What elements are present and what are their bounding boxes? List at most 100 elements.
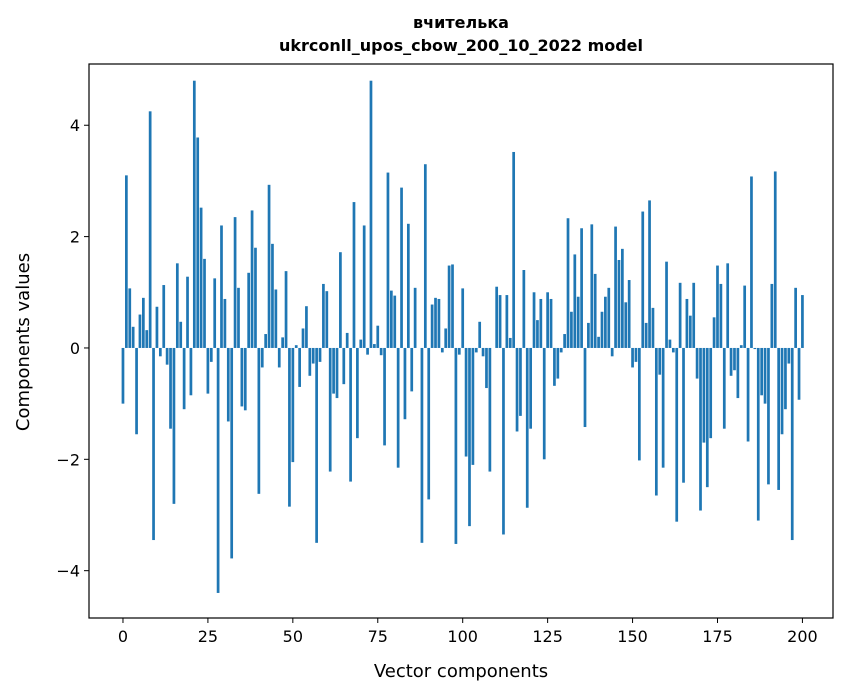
bar [695, 347, 699, 379]
bar [529, 347, 533, 429]
bar [756, 347, 760, 521]
bar [315, 347, 318, 543]
bar [152, 347, 155, 541]
bar [576, 296, 580, 348]
bar [634, 347, 638, 362]
bar [430, 304, 434, 348]
bar [780, 347, 784, 435]
bar [675, 347, 679, 522]
bar [447, 265, 451, 348]
bar [247, 272, 251, 348]
bar [461, 288, 465, 348]
bar [359, 339, 363, 348]
bar [342, 347, 346, 385]
bar [291, 347, 295, 463]
bar [593, 273, 597, 348]
bar [773, 171, 777, 348]
bar [794, 287, 797, 348]
bar [600, 311, 604, 348]
bar [563, 334, 566, 348]
bar [192, 80, 196, 348]
bar [356, 347, 359, 439]
bar [539, 298, 543, 348]
bar [362, 225, 366, 348]
bar [682, 347, 685, 483]
bar [271, 243, 274, 348]
bar [233, 217, 237, 348]
bar [637, 347, 641, 461]
bar [172, 347, 176, 504]
x-axis-label: Vector components [374, 661, 548, 682]
bar [396, 347, 400, 468]
bar [767, 347, 770, 485]
bar [770, 283, 774, 348]
bar [726, 263, 730, 348]
bar [587, 322, 590, 348]
bar [155, 306, 159, 348]
y-axis: −4 −2 0 2 4 [56, 116, 89, 581]
x-tick-label: 50 [283, 627, 303, 646]
bar [607, 287, 611, 348]
bar [702, 347, 706, 443]
bar [614, 226, 617, 348]
bar [556, 347, 560, 379]
bar [206, 347, 210, 394]
bar [692, 282, 696, 348]
bar [454, 347, 458, 544]
bar [471, 347, 475, 465]
bar [750, 176, 753, 348]
bar [260, 347, 264, 368]
bar [651, 307, 655, 348]
bar [264, 334, 268, 348]
bar [308, 347, 312, 376]
bar [213, 278, 217, 348]
bar [590, 224, 594, 348]
bar [311, 347, 315, 364]
y-tick-label: 0 [70, 339, 80, 358]
bar [383, 347, 386, 446]
bar [553, 347, 556, 386]
bar [787, 347, 791, 364]
bar [481, 347, 485, 357]
bar [763, 347, 767, 404]
bar [165, 347, 169, 365]
bar [237, 287, 240, 348]
bar [332, 347, 335, 394]
bar [661, 347, 665, 468]
bar [386, 172, 390, 348]
bar [712, 317, 716, 348]
bar [423, 164, 427, 348]
bar [519, 347, 522, 416]
bar [199, 207, 203, 348]
bar [621, 248, 624, 348]
bar [349, 347, 352, 482]
bar [216, 347, 220, 593]
bar [451, 264, 454, 348]
bar [617, 259, 621, 348]
bar [644, 322, 648, 348]
bar [709, 347, 713, 439]
bar [345, 332, 349, 348]
bar [400, 187, 403, 348]
bar [267, 184, 271, 348]
bar [658, 347, 662, 375]
bar [464, 347, 468, 457]
bar [434, 297, 437, 348]
bar [369, 80, 373, 348]
x-tick-label: 75 [368, 627, 388, 646]
bar [508, 337, 512, 348]
bar [135, 347, 138, 435]
bar [294, 345, 298, 348]
bar [389, 290, 393, 348]
bar [719, 283, 723, 348]
bar [522, 270, 526, 348]
bar [801, 295, 804, 348]
bar [641, 211, 645, 348]
bar [186, 276, 189, 348]
bar [373, 344, 376, 348]
bar [203, 258, 206, 348]
bar [277, 347, 281, 368]
chart-title: вчителька [413, 13, 509, 32]
bar [777, 347, 781, 490]
